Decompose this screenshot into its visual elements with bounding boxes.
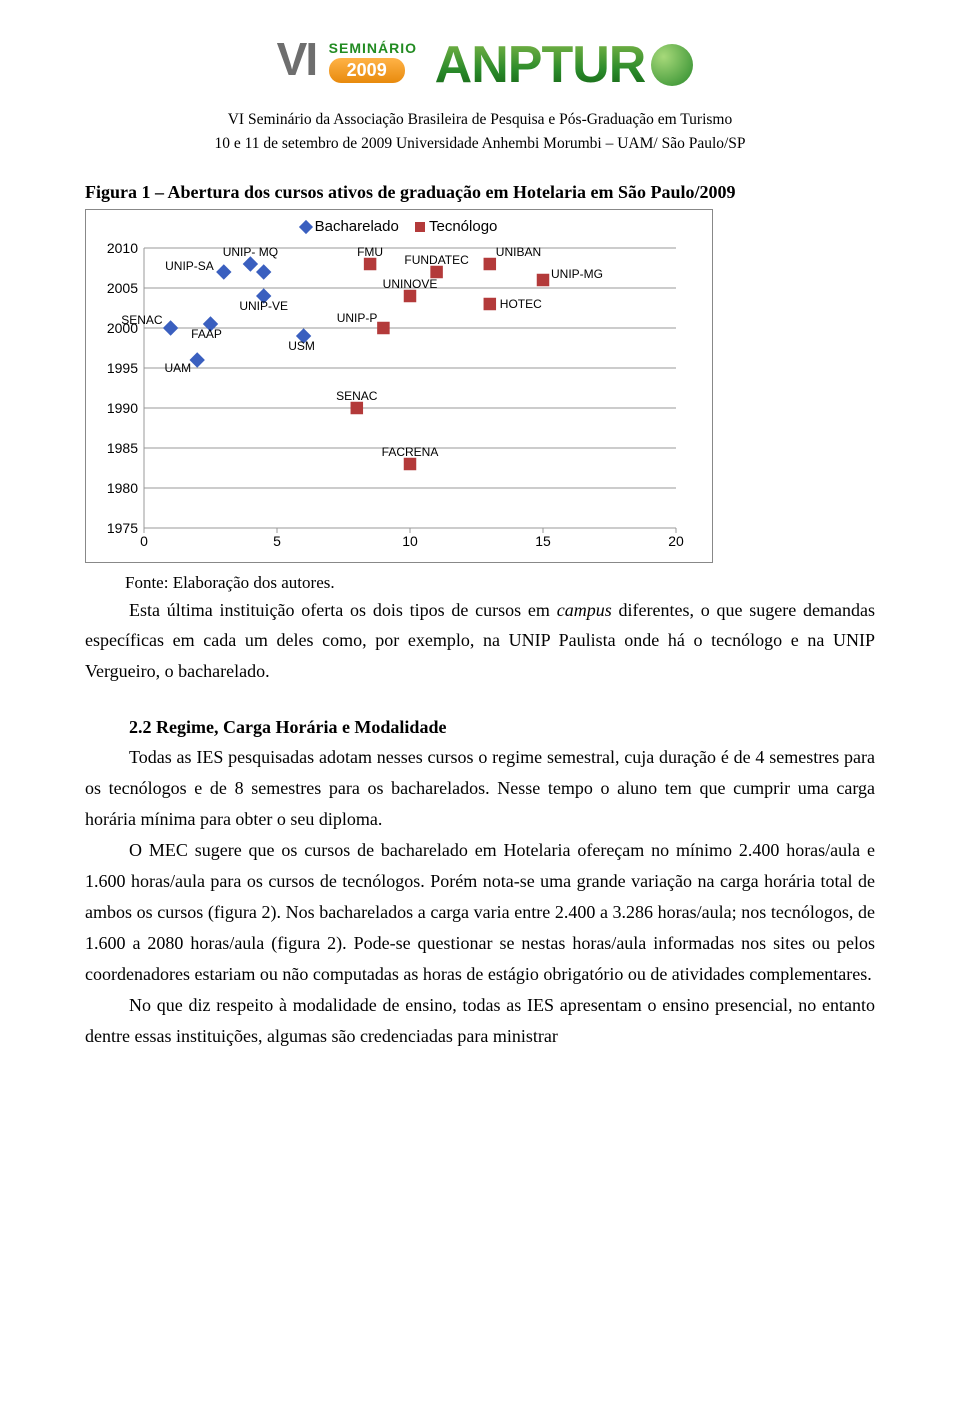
- svg-text:2010: 2010: [107, 242, 138, 256]
- para4: No que diz respeito à modalidade de ensi…: [85, 990, 875, 1052]
- legend-bacharelado: Bacharelado: [301, 218, 399, 235]
- svg-text:FUNDATEC: FUNDATEC: [404, 253, 469, 267]
- header-line1: VI Seminário da Associação Brasileira de…: [85, 108, 875, 132]
- header-subtitle: VI Seminário da Associação Brasileira de…: [85, 108, 875, 156]
- body-text: Esta última instituição oferta os dois t…: [85, 595, 875, 688]
- header-logo: VI SEMINÁRIO 2009 ANPTUR: [85, 30, 875, 100]
- diamond-icon: [299, 219, 313, 233]
- header-line2: 10 e 11 de setembro de 2009 Universidade…: [85, 132, 875, 156]
- logo-vi-text: VI: [277, 32, 316, 86]
- legend-tecnologo: Tecnólogo: [415, 218, 497, 235]
- square-icon: [415, 222, 425, 232]
- svg-text:SENAC: SENAC: [336, 389, 378, 403]
- svg-text:UNIP-VE: UNIP-VE: [239, 299, 288, 313]
- logo-vi-block: VI SEMINÁRIO 2009: [267, 30, 427, 100]
- logo-anptur-wrap: ANPTUR: [435, 39, 694, 91]
- svg-text:UAM: UAM: [165, 361, 192, 375]
- svg-text:1990: 1990: [107, 400, 138, 416]
- section-title: 2.2 Regime, Carga Horária e Modalidade: [129, 717, 875, 738]
- para2-block: Todas as IES pesquisadas adotam nesses c…: [85, 742, 875, 1052]
- para3: O MEC sugere que os cursos de bacharelad…: [85, 835, 875, 990]
- svg-text:SENAC: SENAC: [121, 313, 163, 327]
- svg-text:USM: USM: [288, 339, 315, 353]
- scatter-plot: 1975198019851990199520002005201005101520…: [98, 242, 688, 552]
- para2: Todas as IES pesquisadas adotam nesses c…: [85, 742, 875, 835]
- svg-text:10: 10: [402, 533, 418, 549]
- legend-a-label: Bacharelado: [315, 218, 399, 235]
- svg-text:FAAP: FAAP: [191, 327, 222, 341]
- para1a: Esta última instituição oferta os dois t…: [129, 600, 557, 620]
- svg-text:UNIP-MG: UNIP-MG: [551, 267, 603, 281]
- para1: Esta última instituição oferta os dois t…: [85, 595, 875, 688]
- svg-text:UNIP-P: UNIP-P: [337, 311, 378, 325]
- svg-text:UNINOVE: UNINOVE: [383, 277, 438, 291]
- svg-text:20: 20: [668, 533, 684, 549]
- chart-legend: Bacharelado Tecnólogo: [94, 218, 704, 236]
- svg-text:FACRENA: FACRENA: [382, 445, 439, 459]
- figure-title: Figura 1 – Abertura dos cursos ativos de…: [85, 182, 875, 203]
- svg-text:1985: 1985: [107, 440, 138, 456]
- logo-brand: ANPTUR: [435, 39, 646, 91]
- svg-text:0: 0: [140, 533, 148, 549]
- globe-icon: [651, 44, 693, 86]
- legend-b-label: Tecnólogo: [429, 218, 497, 235]
- svg-text:UNIP-SA: UNIP-SA: [165, 259, 214, 273]
- svg-text:1980: 1980: [107, 480, 138, 496]
- svg-text:FMU: FMU: [357, 245, 383, 259]
- svg-text:15: 15: [535, 533, 551, 549]
- logo-year: 2009: [329, 58, 405, 83]
- svg-text:5: 5: [273, 533, 281, 549]
- logo-seminario: SEMINÁRIO: [329, 40, 417, 56]
- chart-container: Bacharelado Tecnólogo 1975 1980 1985 1990 19…: [85, 209, 713, 563]
- svg-text:HOTEC: HOTEC: [500, 297, 542, 311]
- svg-text:1995: 1995: [107, 360, 138, 376]
- chart-svg: 1975198019851990199520002005201005101520…: [98, 242, 688, 552]
- para1-italic: campus: [557, 600, 612, 620]
- svg-text:1975: 1975: [107, 520, 138, 536]
- figure-source: Fonte: Elaboração dos autores.: [125, 573, 875, 593]
- svg-text:2005: 2005: [107, 280, 138, 296]
- svg-text:UNIBAN: UNIBAN: [496, 245, 541, 259]
- svg-text:UNIP- MQ: UNIP- MQ: [223, 245, 278, 259]
